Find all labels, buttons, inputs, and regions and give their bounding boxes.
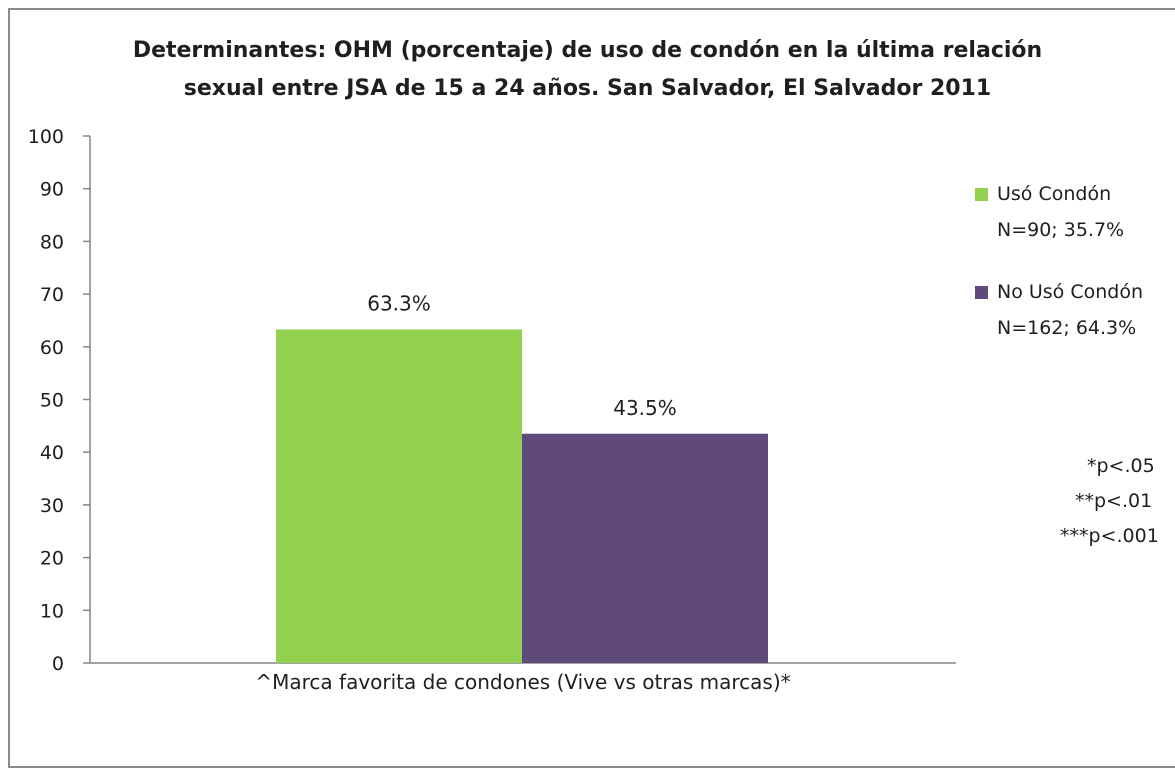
bar-uso-condon — [276, 329, 522, 663]
legend-detail-no-uso-condon: N=162; 64.3% — [997, 317, 1137, 339]
y-tick-label: 60 — [40, 337, 64, 359]
y-tick-label: 40 — [40, 442, 64, 464]
y-tick-label: 80 — [40, 231, 64, 253]
x-axis-category-label: ^Marca favorita de condones (Vive vs otr… — [255, 670, 791, 694]
chart-title-line-1: Determinantes: OHM (porcentaje) de uso d… — [132, 38, 1043, 63]
legend-label-uso-condon: Usó Condón — [997, 183, 1112, 205]
significance-note-2: **p<.01 — [1075, 490, 1153, 512]
y-tick-label: 100 — [28, 126, 64, 148]
bar-no-uso-condon — [522, 433, 768, 663]
bar-chart: 0 10 20 30 40 50 60 70 80 90 100 63.3% 43.5% — [28, 126, 956, 675]
significance-note-3: ***p<.001 — [1060, 525, 1159, 547]
y-tick-label: 30 — [40, 495, 64, 517]
legend-swatch-uso-condon — [975, 188, 988, 201]
significance-note-1: *p<.05 — [1087, 455, 1155, 477]
y-tick-label: 50 — [40, 390, 64, 412]
legend-label-no-uso-condon: No Usó Condón — [997, 281, 1144, 303]
y-tick-label: 10 — [40, 600, 64, 622]
y-tick-label: 70 — [40, 284, 64, 306]
y-tick-label: 0 — [52, 653, 64, 675]
y-tick-label: 20 — [40, 548, 64, 570]
legend-swatch-no-uso-condon — [975, 286, 988, 299]
bar-data-label: 63.3% — [367, 291, 431, 315]
legend-detail-uso-condon: N=90; 35.7% — [997, 219, 1125, 241]
chart-title-line-2: sexual entre JSA de 15 a 24 años. San Sa… — [183, 76, 992, 101]
y-tick-label: 90 — [40, 179, 64, 201]
bar-data-label: 43.5% — [613, 396, 677, 420]
